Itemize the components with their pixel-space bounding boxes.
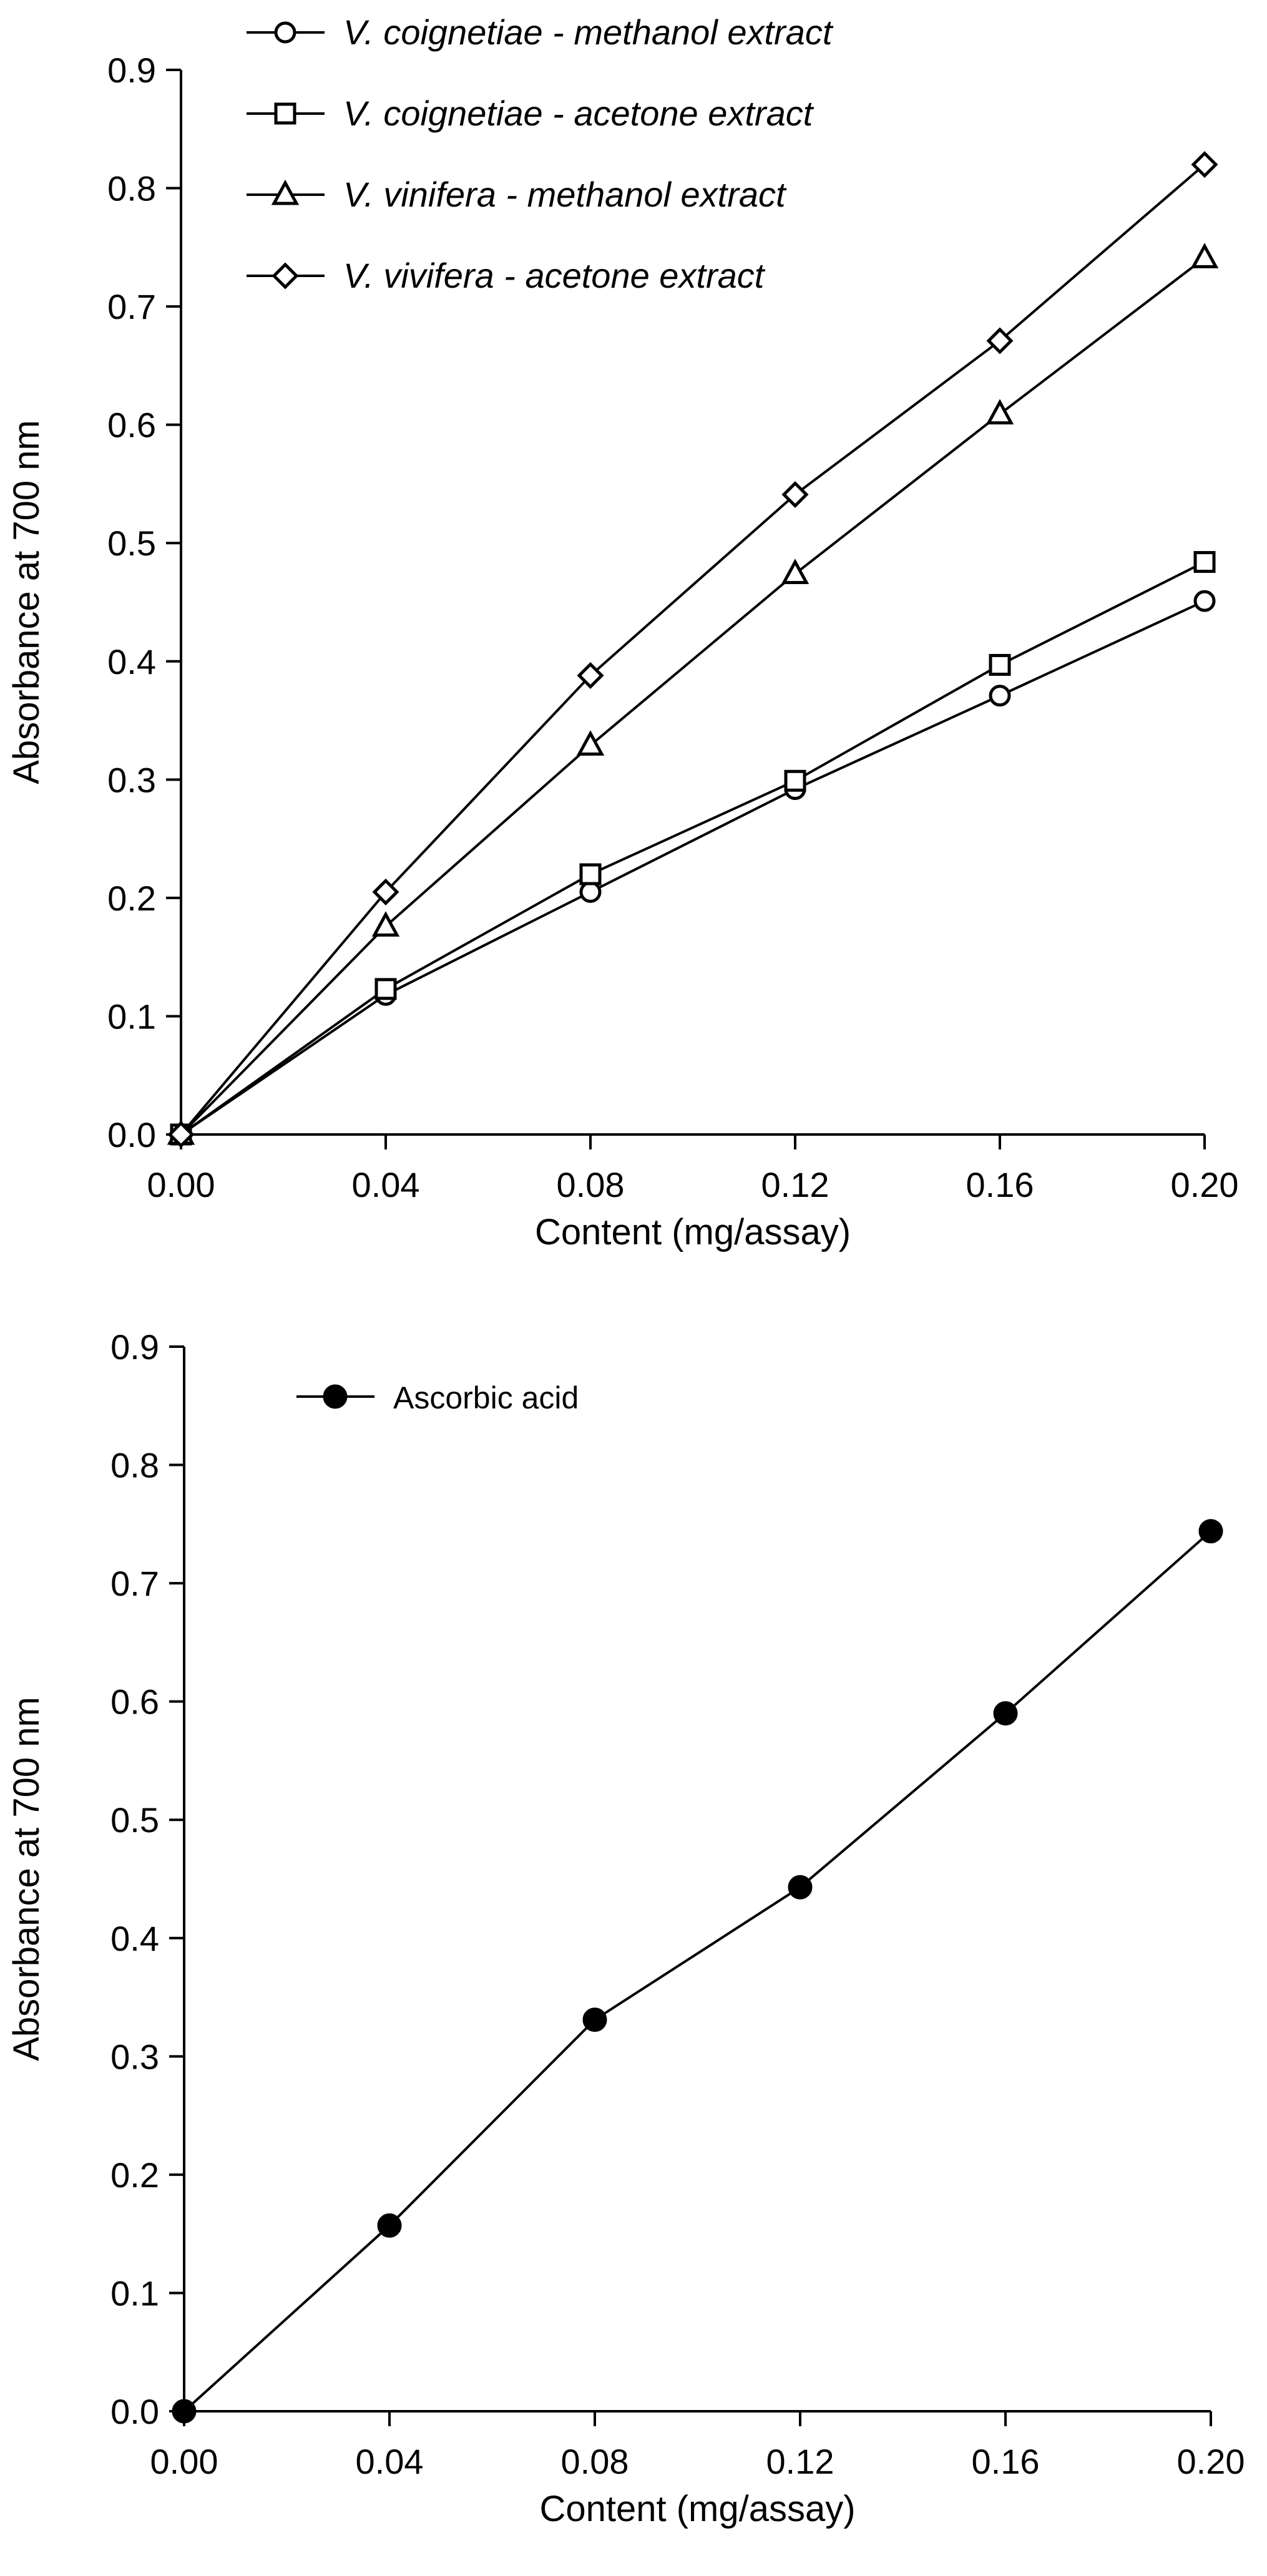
y-tick-label: 0.9 [110, 1327, 159, 1367]
y-tick-label: 0.4 [110, 1919, 159, 1958]
x-tick-label: 0.20 [1171, 1165, 1239, 1204]
y-tick-label: 0.4 [107, 642, 156, 681]
y-tick-label: 0.1 [110, 2273, 159, 2313]
y-tick-label: 0.7 [110, 1564, 159, 1603]
y-tick-label: 0.0 [107, 1115, 156, 1154]
x-tick-label: 0.12 [761, 1165, 829, 1204]
data-point-square [579, 863, 602, 886]
data-point-circle [989, 685, 1011, 707]
data-point-triangle [576, 730, 605, 756]
x-axis-title: Content (mg/assay) [535, 1212, 851, 1252]
data-point-circle [1198, 1519, 1223, 1544]
legend-label: Ascorbic acid [393, 1380, 579, 1415]
data-point-circle [579, 881, 602, 903]
x-tick-label: 0.12 [766, 2442, 834, 2481]
y-tick-label: 0.7 [107, 287, 156, 326]
x-axis-title: Content (mg/assay) [539, 2489, 855, 2529]
y-tick-label: 0.3 [110, 2037, 159, 2076]
data-point-circle [788, 1875, 813, 1900]
y-axis-title: Absorbance at 700 nm [6, 1697, 47, 2061]
x-tick-label: 0.20 [1177, 2442, 1245, 2481]
data-point-square [1193, 551, 1216, 573]
x-tick-label: 0.04 [356, 2442, 424, 2481]
y-tick-label: 0.8 [107, 169, 156, 208]
series-line [180, 600, 1205, 1136]
y-tick-label: 0.6 [110, 1682, 159, 1722]
data-point-diamond [372, 878, 399, 905]
data-point-circle [1193, 590, 1216, 612]
y-tick-label: 0.8 [110, 1446, 159, 1485]
data-point-diamond [781, 481, 809, 509]
chart-bottom: 0.0 0.1 0.2 0.3 0.4 0.5 0.6 0.7 0.8 0.9 0.00 0.04 0.… [6, 1327, 1245, 2529]
legend-marker-diamond [272, 262, 299, 290]
legend-label: V. vinifera - methanol extract [343, 175, 787, 214]
y-tick-label: 0.6 [107, 406, 156, 445]
y-tick-label: 0.1 [107, 997, 156, 1036]
y-tick-label: 0.9 [107, 51, 156, 90]
legend-label: V. coignetiae - acetone extract [343, 94, 814, 133]
data-point-square [784, 769, 806, 792]
x-tick-label: 0.16 [972, 2442, 1040, 2481]
series-line [180, 163, 1206, 1136]
data-point-diamond [167, 1121, 195, 1148]
legend-marker-circle [323, 1384, 348, 1409]
x-tick-label: 0.16 [966, 1165, 1034, 1204]
data-point-circle [582, 2008, 607, 2032]
data-point-diamond [577, 661, 604, 690]
y-tick-label: 0.5 [107, 524, 156, 563]
data-point-circle [377, 2213, 402, 2238]
data-point-triangle [371, 911, 400, 937]
y-tick-label: 0.5 [110, 1800, 159, 1840]
y-tick-label: 0.2 [110, 2155, 159, 2195]
y-axis-title: Absorbance at 700 nm [6, 420, 47, 784]
data-point-square [989, 653, 1011, 676]
x-tick-label: 0.08 [557, 1165, 625, 1204]
series-line [180, 256, 1206, 1136]
data-point-circle [993, 1701, 1018, 1726]
data-point-square [374, 978, 397, 1000]
x-tick-label: 0.00 [150, 2442, 218, 2481]
legend-marker-square [274, 102, 296, 125]
legend-marker-circle [274, 21, 296, 44]
data-point-circle [172, 2399, 197, 2424]
series-line [180, 560, 1205, 1136]
data-point-triangle [1190, 243, 1219, 268]
legend-label: V. vivifera - acetone extract [343, 256, 766, 295]
chart-top: 0.0 0.1 0.2 0.3 0.4 0.5 0.6 0.7 0.8 0.9 0.00 0.04 0.… [6, 12, 1239, 1252]
legend-label: V. coignetiae - methanol extract [343, 12, 834, 52]
data-point-diamond [1191, 151, 1218, 178]
y-tick-label: 0.2 [107, 879, 156, 918]
x-tick-label: 0.08 [561, 2442, 629, 2481]
x-tick-label: 0.00 [147, 1165, 215, 1204]
y-tick-label: 0.3 [107, 760, 156, 799]
legend-marker-triangle [271, 179, 300, 205]
data-point-triangle [986, 399, 1014, 425]
series-line [183, 1530, 1212, 2413]
y-tick-label: 0.0 [110, 2392, 159, 2431]
x-tick-label: 0.04 [352, 1165, 420, 1204]
data-point-diamond [986, 327, 1014, 354]
data-point-triangle [781, 559, 810, 585]
